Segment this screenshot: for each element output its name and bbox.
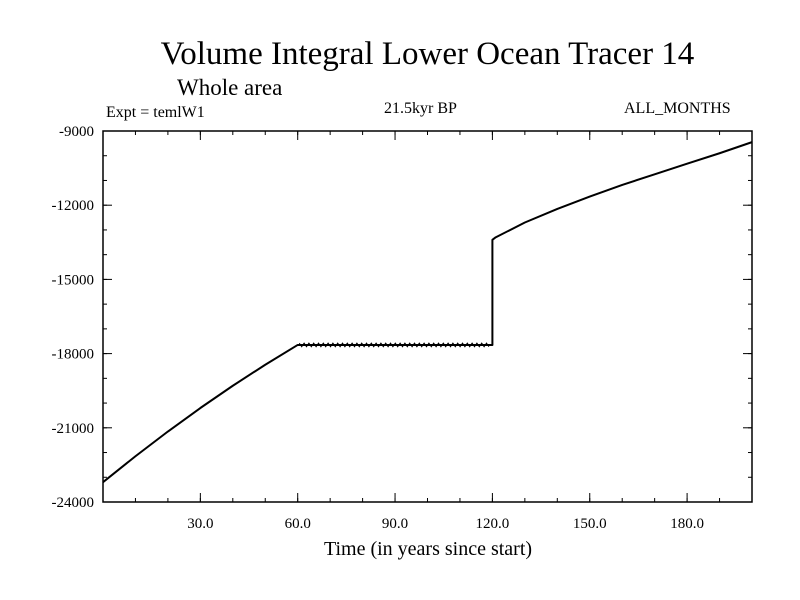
y-tick-label: -9000 xyxy=(59,124,94,140)
x-tick-label: 60.0 xyxy=(285,516,311,532)
series-group xyxy=(102,141,753,483)
series-line xyxy=(102,141,753,483)
y-tick-label: -12000 xyxy=(52,198,95,214)
y-tick-label: -24000 xyxy=(52,495,95,511)
tick-labels: 30.0 60.0 90.0 120.0 150.0 180.0 -9000 -12000 -1… xyxy=(52,124,704,532)
x-tick-label: 90.0 xyxy=(382,516,408,532)
chart-subtitle: Whole area xyxy=(177,75,283,100)
period-label: 21.5kyr BP xyxy=(384,100,457,117)
tick-marks xyxy=(103,130,752,503)
x-tick-label: 30.0 xyxy=(187,516,213,532)
y-tick-label: -21000 xyxy=(52,421,95,437)
months-label: ALL_MONTHS xyxy=(624,100,731,117)
chart-title: Volume Integral Lower Ocean Tracer 14 xyxy=(160,36,695,72)
y-tick-label: -18000 xyxy=(52,347,95,363)
x-tick-label: 120.0 xyxy=(476,516,510,532)
x-tick-label: 150.0 xyxy=(573,516,607,532)
x-tick-label: 180.0 xyxy=(670,516,704,532)
plot-frame xyxy=(102,130,753,503)
plateau-oscillation xyxy=(298,342,490,348)
x-axis-label: Time (in years since start) xyxy=(323,538,533,560)
experiment-label: Expt = temlW1 xyxy=(106,104,205,121)
y-tick-label: -15000 xyxy=(52,272,95,288)
axes xyxy=(102,130,753,503)
